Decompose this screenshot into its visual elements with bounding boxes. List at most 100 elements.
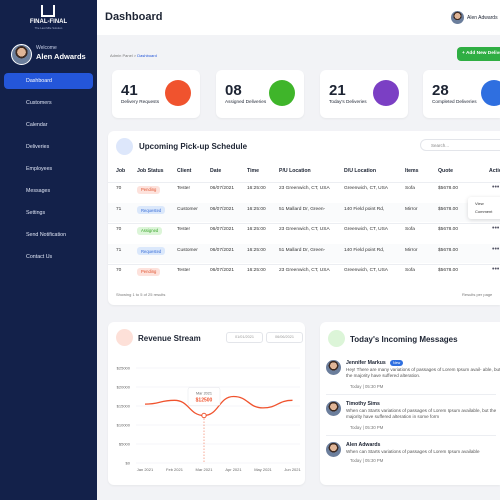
breadcrumb-item[interactable]: Dashboard	[137, 53, 157, 58]
table-cell: 140 Field point Rd,	[344, 206, 385, 212]
column-header: Time	[247, 168, 260, 174]
button-clip: + Add New Delivery	[457, 47, 500, 61]
table-cell: $5678.00	[438, 186, 459, 191]
menu-item[interactable]: Calendar	[4, 117, 93, 133]
menu-item[interactable]: Employees	[4, 161, 93, 177]
menu-item[interactable]: Dashboard	[4, 73, 93, 89]
date-from[interactable]: 01/01/2021	[226, 332, 263, 343]
stat-label: Completed Deliveries	[432, 99, 477, 104]
header-user[interactable]: Alen Adwards	[467, 15, 498, 21]
search-box[interactable]: Search...	[420, 139, 500, 151]
date-to[interactable]: 06/06/2021	[266, 332, 303, 343]
messages-icon	[328, 330, 345, 347]
table-cell: 71	[116, 206, 122, 212]
table-cell: 06/07/2021	[210, 206, 235, 212]
per-page[interactable]: Results per page	[462, 292, 493, 297]
status-badge: Assigned	[137, 226, 163, 235]
message-avatar	[326, 401, 341, 416]
stat-icon	[269, 80, 295, 106]
table-cell: Sofa	[405, 268, 415, 273]
schedule-card: Upcoming Pick-up Schedule Search... Job J…	[108, 131, 500, 305]
stat-label: Assigned Deliveries	[225, 99, 267, 104]
table-cell: 16:25:00	[247, 227, 266, 232]
row-divider	[108, 223, 500, 224]
status-badge: Requested	[137, 247, 166, 255]
logo-tagline: The Last Mile Solution	[34, 26, 63, 30]
column-header: Client	[177, 168, 192, 174]
revenue-card: Revenue Stream 01/01/2021 06/06/2021	[108, 322, 305, 485]
menu-label: Calendar	[26, 122, 48, 128]
messages-card: Today's Incoming Messages Jennifer Marku…	[320, 322, 500, 485]
revenue-icon	[116, 329, 133, 346]
row-divider	[108, 182, 500, 183]
breadcrumb: Admin Panel > Dashboard	[110, 53, 157, 58]
message-avatar	[326, 360, 341, 375]
row-bg	[108, 243, 500, 263]
table-cell: 06/07/2021	[210, 268, 235, 273]
table-cell: 16:25:00	[247, 268, 266, 273]
table-cell: 70	[116, 227, 122, 232]
menu-label: Customers	[26, 100, 52, 106]
logo-icon	[41, 5, 55, 17]
top-bar: Dashboard Alen Adwards	[97, 0, 500, 35]
table-cell: 16:25:00	[247, 206, 266, 212]
action-dropdown: View Comment	[468, 197, 500, 219]
table-footer: Showing 1 to 5 of 25 results	[116, 292, 166, 297]
stat-card: 41 Delivery Requests	[112, 70, 200, 118]
dropdown-item[interactable]: View	[475, 201, 484, 206]
table-cell: 23 Greenwich, CT, USA	[279, 227, 330, 232]
table-cell: 16:25:00	[247, 247, 266, 253]
stat-value: 21	[329, 82, 346, 99]
column-header: Items	[405, 168, 419, 174]
menu-item[interactable]: Customers	[4, 95, 93, 111]
add-delivery-button[interactable]: + Add New Delivery	[457, 47, 500, 61]
message-sender: Jennifer Markus	[346, 360, 386, 366]
menu-item[interactable]: Settings	[4, 205, 93, 221]
table-cell: $5678.00	[438, 268, 459, 273]
table-cell: Mirror	[405, 206, 418, 212]
menu-label: Send Notification	[26, 232, 67, 238]
row-actions[interactable]: •••	[492, 266, 500, 273]
profile-name: Alen Adwards	[36, 52, 86, 61]
stat-value: 08	[225, 82, 242, 99]
messages-title: Today's Incoming Messages	[350, 335, 458, 344]
message-time: Today | 05:30 PM	[350, 458, 384, 463]
profile-avatar	[11, 44, 32, 65]
table-cell: Sofa	[405, 186, 415, 191]
schedule-title: Upcoming Pick-up Schedule	[139, 142, 248, 151]
row-bg	[108, 202, 500, 222]
table-cell: 70	[116, 186, 122, 191]
table-cell: Greenwich, CT, USA	[344, 268, 388, 273]
column-header: P/U Location	[279, 168, 311, 174]
stat-label: Delivery Requests	[121, 99, 160, 104]
menu-label: Deliveries	[26, 144, 50, 150]
breadcrumb-item[interactable]: Admin Panel	[110, 53, 133, 58]
column-header: Quote	[438, 168, 453, 174]
message-text: When can Starts variations of passages o…	[346, 449, 480, 454]
table-cell: 51 Mallard Dr, Green-	[279, 247, 326, 253]
sidebar: FINAL-FINAL The Last Mile Solution Welco…	[0, 0, 97, 500]
table-cell: 06/07/2021	[210, 186, 235, 191]
dropdown-item[interactable]: Comment	[475, 209, 493, 214]
status-badge: Pending	[137, 267, 161, 276]
column-header: Date	[210, 168, 222, 174]
table-cell: Sofa	[405, 227, 415, 232]
row-actions[interactable]: •••	[492, 245, 500, 253]
menu-item[interactable]: Send Notification	[4, 227, 93, 243]
menu-label: Messages	[26, 188, 51, 194]
table-cell: Greenwich, CT, USA	[344, 227, 388, 232]
menu-item[interactable]: Deliveries	[4, 139, 93, 155]
table-cell: 16:25:00	[247, 186, 266, 191]
message-sender: Alen Adwards	[346, 442, 381, 448]
menu-item[interactable]: Contact Us	[4, 249, 93, 265]
column-header: Job Status	[137, 168, 164, 174]
message-divider	[326, 394, 496, 395]
schedule-icon	[116, 138, 133, 155]
row-actions[interactable]: •••	[492, 184, 500, 191]
menu-item[interactable]: Messages	[4, 183, 93, 199]
table-cell: $5678.00	[438, 206, 459, 212]
table-cell: 06/07/2021	[210, 247, 235, 253]
header-avatar[interactable]	[451, 11, 464, 24]
profile-greeting: Welcome	[36, 45, 57, 51]
row-actions[interactable]: •••	[492, 225, 500, 232]
